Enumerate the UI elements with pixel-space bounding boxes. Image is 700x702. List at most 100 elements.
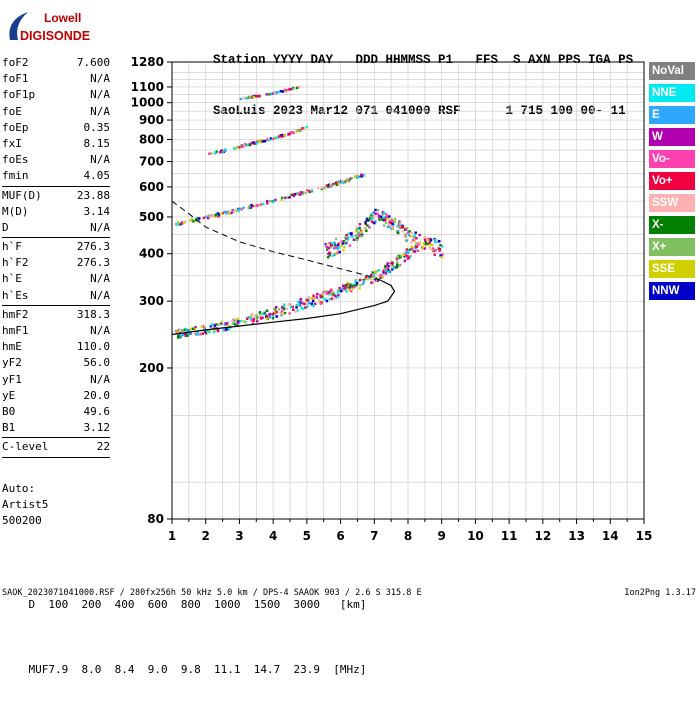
echo-point [181, 333, 185, 336]
echo-point [339, 289, 343, 293]
x-tick-label: 9 [438, 529, 446, 543]
echo-point [259, 203, 263, 206]
echo-point [437, 247, 440, 250]
echo-point [212, 330, 216, 334]
echo-point [288, 303, 292, 306]
echo-point [214, 323, 218, 326]
echo-point [206, 216, 210, 220]
echo-point [302, 126, 306, 130]
echo-point [300, 306, 303, 310]
echo-point [382, 271, 385, 274]
echo-point [379, 273, 382, 277]
echo-point [408, 230, 411, 233]
echo-point [410, 241, 413, 244]
echo-point [364, 277, 367, 281]
echo-point [313, 302, 317, 305]
echo-point [391, 226, 394, 229]
echo-point [410, 245, 413, 248]
echo-point [316, 292, 319, 296]
scaled-parameters-panel: foF2 7.600 foF1 N/A foF1p N/A foE N/A foEp 0.35 fx… [2, 55, 110, 459]
param-row: B1 3.12 [2, 420, 110, 436]
echo-point [429, 237, 432, 241]
echo-point [350, 234, 353, 237]
echo-point [263, 311, 266, 314]
echo-point [346, 238, 350, 241]
echo-point [226, 210, 229, 214]
echo-point [343, 245, 346, 249]
echo-point [279, 311, 282, 315]
echo-point [377, 269, 380, 272]
echo-point [339, 180, 343, 183]
echo-point [315, 296, 318, 299]
echo-point [279, 90, 283, 93]
legend-item-nnw: NNW [649, 282, 695, 300]
echo-point [301, 127, 304, 130]
param-value: N/A [90, 72, 110, 86]
echo-point [423, 238, 427, 241]
echo-point [327, 252, 330, 256]
echo-point [325, 243, 329, 247]
echo-point [205, 215, 208, 218]
echo-point [366, 224, 369, 227]
muf-value: 14.7 [240, 663, 281, 676]
echo-point [204, 330, 207, 334]
echo-point [250, 319, 253, 322]
echo-point [301, 192, 305, 196]
echo-point [202, 216, 206, 220]
echo-point [176, 336, 180, 339]
echo-point [225, 328, 228, 331]
echo-point [269, 137, 272, 140]
echo-point [177, 334, 180, 338]
echo-point [409, 234, 412, 238]
echo-point [231, 319, 234, 323]
echo-point [345, 233, 348, 237]
echo-point [296, 300, 300, 304]
y-tick-label: 800 [139, 132, 164, 146]
echo-point [236, 317, 240, 321]
echo-point [302, 307, 305, 311]
echo-point [223, 210, 227, 213]
echo-point [439, 244, 442, 247]
echo-point [233, 317, 236, 321]
echo-point [288, 196, 292, 199]
echo-point [232, 210, 236, 213]
echo-point [299, 193, 302, 196]
echo-point [213, 322, 216, 326]
echo-point [372, 280, 376, 283]
param-separator [2, 185, 110, 187]
echo-point [247, 206, 250, 210]
echo-point [393, 218, 397, 221]
x-tick-label: 6 [336, 529, 344, 543]
echo-point [386, 267, 389, 270]
echo-point [319, 295, 323, 298]
autoscale-line2: Artist5 [2, 498, 49, 511]
param-row: foF1 N/A [2, 71, 110, 87]
echo-point [194, 325, 197, 329]
echo-point [396, 263, 399, 266]
echo-point [320, 301, 323, 304]
echo-point [353, 285, 356, 289]
echo-point [406, 231, 410, 234]
echo-point [259, 139, 262, 142]
echo-point [240, 145, 244, 149]
param-name: yF1 [2, 372, 22, 386]
echo-point [298, 85, 301, 89]
echo-point [207, 214, 211, 218]
echo-point [295, 130, 299, 133]
echo-point [266, 138, 269, 141]
echo-point [383, 267, 386, 270]
echo-point [357, 175, 361, 178]
echo-point [391, 261, 394, 264]
echo-point [387, 269, 390, 272]
x-tick-label: 3 [235, 529, 243, 543]
param-row: foF1p N/A [2, 87, 110, 103]
ionogram-plot: 1 2 3 4 5 6 7 8 9 10 11 12 13 14 158020030040050060070… [131, 55, 653, 543]
echo-point [248, 205, 251, 208]
echo-point [390, 227, 393, 230]
echo-point [342, 249, 345, 252]
echo-point [244, 97, 248, 100]
echo-point [269, 92, 273, 96]
echo-point [369, 218, 372, 222]
echo-point [227, 210, 231, 213]
echo-point [195, 219, 199, 223]
